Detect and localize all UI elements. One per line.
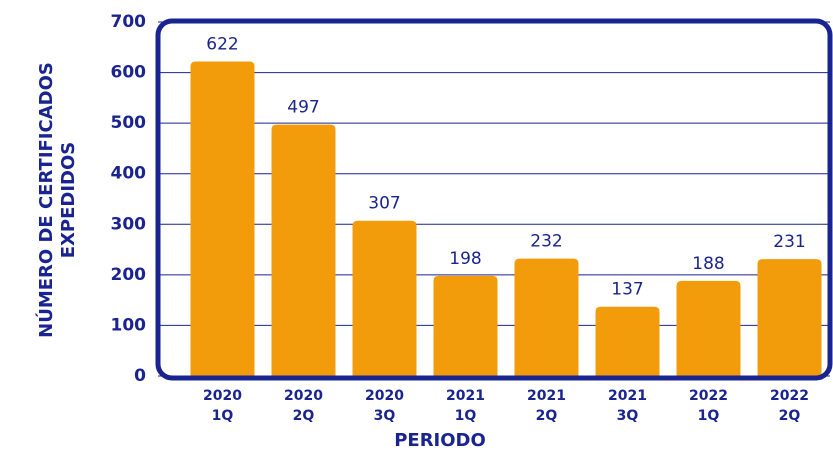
bar <box>676 280 741 376</box>
x-tick-label: 2020 <box>203 388 242 404</box>
plot-frame <box>155 18 833 381</box>
bar <box>595 306 660 376</box>
x-tick-label: 2Q <box>536 408 558 424</box>
x-tick-label: 2021 <box>527 388 566 404</box>
x-tick-label: 1Q <box>212 408 234 424</box>
x-tick-label: 1Q <box>455 408 477 424</box>
value-label: 198 <box>449 249 481 269</box>
value-label: 137 <box>611 280 643 300</box>
y-tick-label: 700 <box>111 12 147 32</box>
y-axis-title: NÚMERO DE CERTIFICADOS <box>35 62 57 338</box>
x-axis-title: PERIODO <box>394 430 486 451</box>
y-tick-label: 200 <box>111 265 147 285</box>
y-axis-title: EXPEDIDOS <box>58 142 79 259</box>
value-label: 232 <box>530 232 562 252</box>
x-tick-label: 3Q <box>617 408 639 424</box>
x-tick-label: 2021 <box>608 388 647 404</box>
value-label: 622 <box>206 34 238 54</box>
value-label: 497 <box>287 98 319 118</box>
x-tick-label: 2020 <box>284 388 323 404</box>
x-tick-label: 2022 <box>689 388 728 404</box>
y-tick-label: 500 <box>111 113 147 133</box>
x-tick-label: 2Q <box>779 408 801 424</box>
y-tick-label: 0 <box>134 366 146 386</box>
value-label: 188 <box>692 254 724 274</box>
bar <box>271 124 336 376</box>
x-tick-label: 1Q <box>698 408 720 424</box>
x-tick-label: 2021 <box>446 388 485 404</box>
y-tick-label: 400 <box>111 164 147 184</box>
x-tick-label: 2022 <box>770 388 809 404</box>
bar <box>190 61 255 377</box>
y-tick-label: 600 <box>111 63 147 83</box>
x-tick-label: 3Q <box>374 408 396 424</box>
value-label: 307 <box>368 194 400 214</box>
x-tick-label: 2020 <box>365 388 404 404</box>
bar <box>514 258 579 376</box>
y-tick-label: 100 <box>111 315 147 335</box>
x-tick-label: 2Q <box>293 408 315 424</box>
y-tick-label: 300 <box>111 214 147 234</box>
bar <box>757 259 822 376</box>
bar <box>352 220 417 376</box>
value-label: 231 <box>773 232 805 252</box>
bar <box>433 275 498 376</box>
